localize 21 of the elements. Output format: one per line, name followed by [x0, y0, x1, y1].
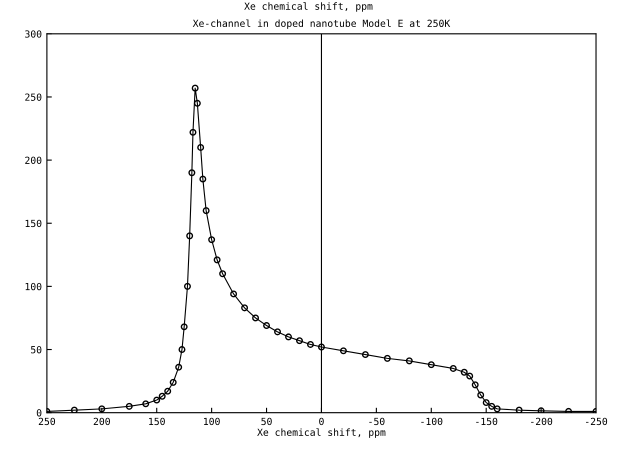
y-tick-label: 250 [25, 93, 42, 101]
x-axis-title: Xe chemical shift, ppm [257, 428, 386, 438]
x-tick-label: 250 [38, 418, 56, 426]
x-tick-label: -250 [586, 418, 608, 426]
chart-title: Xe-channel in doped nanotube Model E at 250K [192, 19, 450, 29]
x-tick-label: -200 [531, 418, 552, 426]
y-tick-label: 100 [26, 282, 42, 290]
x-tick-label: 50 [261, 418, 272, 426]
text: Xe chemical shift, ppm [244, 2, 372, 12]
y-tick-label: 150 [26, 220, 42, 228]
x-tick-label: 100 [204, 418, 220, 426]
y-tick-label: 50 [31, 346, 42, 354]
y-tick-label: 0 [36, 409, 42, 417]
y-tick-label: 200 [25, 156, 42, 164]
x-tick-label: 150 [149, 418, 165, 426]
y-tick-label: 300 [25, 30, 42, 38]
x-tick-label: -50 [369, 418, 385, 426]
x-tick-label: 0 [319, 418, 324, 426]
x-tick-label: 200 [94, 418, 110, 426]
x-tick-label: -100 [421, 418, 442, 426]
x-tick-label: -150 [476, 418, 498, 426]
